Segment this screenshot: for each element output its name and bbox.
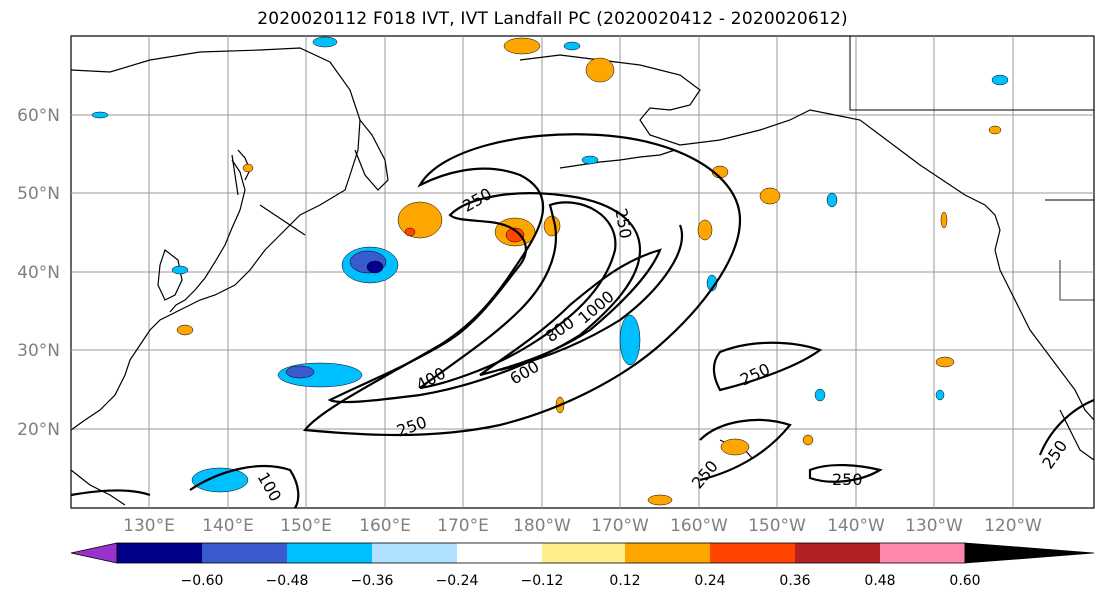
- colorbar-segment: [880, 543, 965, 563]
- lat-label: 50°N: [17, 184, 60, 204]
- colorbar-ticks: −0.60 −0.48 −0.36 −0.24 −0.12 0.12 0.24 …: [181, 573, 981, 589]
- colorbar-extend-low: [70, 542, 118, 564]
- ivt-positive-fills: [176, 37, 1002, 506]
- colorbar-segment: [625, 543, 710, 563]
- lon-label: 120°W: [984, 516, 1042, 536]
- map-title: 2020020112 F018 IVT, IVT Landfall PC (20…: [257, 9, 848, 29]
- colorbar-segment: [457, 543, 542, 563]
- lon-label: 180°W: [513, 516, 571, 536]
- lon-label: 160°W: [670, 516, 728, 536]
- lon-label: 140°E: [202, 516, 254, 536]
- map-panel: 250 250 600 800 1000 400 250 250 250 250…: [70, 35, 1095, 509]
- colorbar-tick-label: −0.60: [181, 573, 224, 589]
- colorbar-tick-label: 0.36: [779, 573, 810, 589]
- colorbar-tick-label: −0.24: [436, 573, 479, 589]
- colorbar-extend-high: [964, 542, 1095, 564]
- ivt-contours: [70, 133, 1095, 509]
- ivt-negative-fills: [91, 36, 1009, 493]
- colorbar-tick-label: 0.12: [609, 573, 640, 589]
- lon-label: 170°E: [437, 516, 489, 536]
- colorbar-segment: [202, 543, 287, 563]
- lat-label: 20°N: [17, 420, 60, 440]
- colorbar-tick-label: −0.12: [521, 573, 564, 589]
- colorbar-segment: [372, 543, 457, 563]
- colorbar-tick-label: −0.36: [351, 573, 394, 589]
- lat-labels: 60°N 50°N 40°N 30°N 20°N: [17, 106, 60, 440]
- lon-label: 140°W: [827, 516, 885, 536]
- coastlines: [70, 36, 1095, 506]
- lat-label: 60°N: [17, 106, 60, 126]
- lat-label: 30°N: [17, 341, 60, 361]
- graticule: [71, 36, 1094, 508]
- lon-label: 130°E: [123, 516, 175, 536]
- colorbar: −0.60 −0.48 −0.36 −0.24 −0.12 0.12 0.24 …: [70, 542, 1095, 589]
- colorbar-tick-label: 0.48: [864, 573, 895, 589]
- lon-label: 150°W: [748, 516, 806, 536]
- lon-label: 150°E: [280, 516, 332, 536]
- colorbar-tick-label: 0.24: [694, 573, 725, 589]
- colorbar-tick-label: −0.48: [266, 573, 309, 589]
- colorbar-segment: [542, 543, 625, 563]
- lon-label: 160°E: [359, 516, 411, 536]
- lon-labels: 130°E 140°E 150°E 160°E 170°E 180°W 170°…: [123, 516, 1042, 536]
- colorbar-segment: [117, 543, 202, 563]
- lon-label: 170°W: [591, 516, 649, 536]
- colorbar-segment: [795, 543, 880, 563]
- contour-label: 250: [832, 470, 863, 489]
- colorbar-segment: [287, 543, 372, 563]
- colorbar-segment: [710, 543, 795, 563]
- colorbar-tick-label: 0.60: [949, 573, 980, 589]
- lat-label: 40°N: [17, 263, 60, 283]
- lon-label: 130°W: [905, 516, 963, 536]
